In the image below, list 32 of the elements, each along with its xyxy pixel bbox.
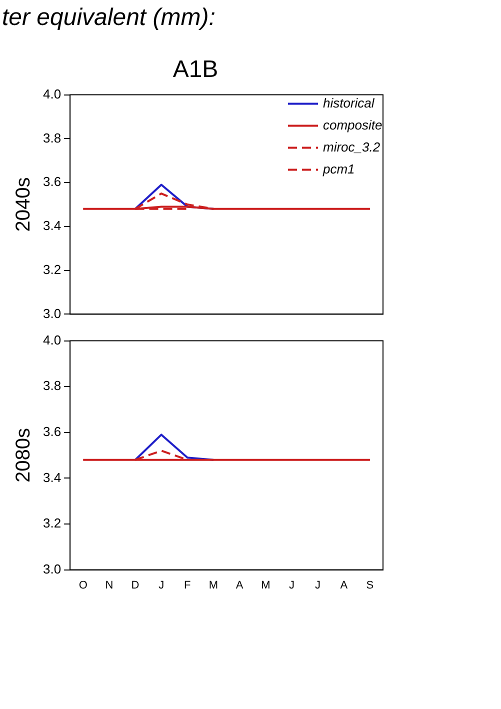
x-tick-label: S: [366, 579, 374, 592]
x-tick-label: J: [158, 579, 164, 592]
y-tick-label: 3.2: [42, 516, 62, 531]
x-tick-label: A: [340, 579, 348, 592]
y-tick-label: 3.6: [42, 174, 62, 190]
chart-title: A1B: [172, 56, 218, 84]
y-tick-label: 3.4: [42, 218, 62, 234]
x-tick-label: J: [288, 579, 294, 592]
y-tick-label: 3.0: [42, 561, 62, 576]
x-tick-label: D: [131, 579, 140, 592]
text: ter equivalent (mm):: [2, 4, 216, 32]
y-axis-title: 2080s: [12, 428, 35, 483]
y-tick-label: 3.6: [42, 424, 62, 439]
y-tick-label: 4.0: [42, 86, 62, 102]
y-tick-label: 3.8: [42, 130, 62, 146]
x-tick-label: F: [184, 579, 192, 592]
x-tick-label: N: [105, 579, 114, 592]
x-tick-label: M: [208, 579, 218, 592]
legend-label: composite: [323, 117, 382, 132]
x-tick-label: A: [236, 579, 244, 592]
y-tick-label: 4.0: [42, 332, 62, 348]
x-tick-label: J: [315, 579, 321, 592]
legend-label: historical: [323, 95, 376, 110]
y-axis-title: 2040s: [12, 177, 35, 232]
x-tick-label: M: [261, 579, 270, 592]
y-tick-label: 3.0: [42, 306, 62, 321]
y-tick-label: 3.2: [42, 262, 62, 277]
y-tick-label: 3.8: [42, 378, 62, 394]
x-tick-label: O: [78, 579, 88, 592]
legend-label: miroc_3.2: [323, 139, 381, 154]
y-tick-label: 3.4: [42, 470, 62, 485]
legend-label: pcm1: [322, 161, 355, 176]
